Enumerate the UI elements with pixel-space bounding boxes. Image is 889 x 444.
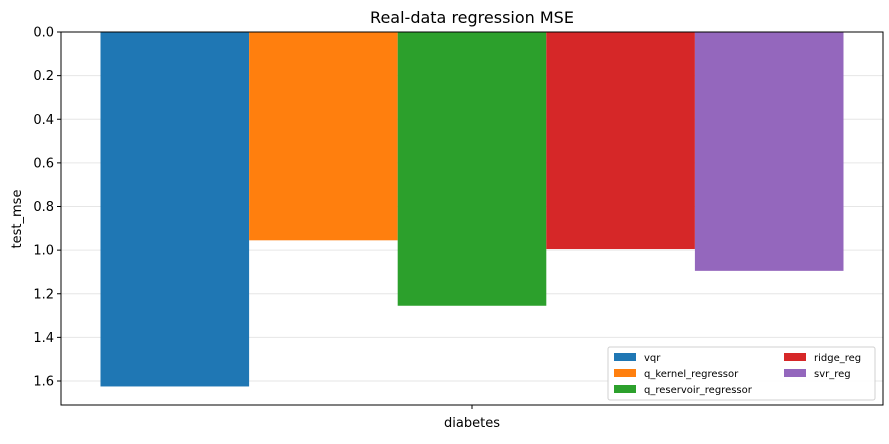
y-tick-label: 1.0 <box>33 244 54 259</box>
x-tick-label: diabetes <box>444 416 500 431</box>
y-axis: 0.0 0.2 0.4 0.6 0.8 1.0 1.2 1.4 1.6 <box>33 26 61 390</box>
legend: vqr q_kernel_regressor q_reservoir_regress… <box>607 346 876 401</box>
legend-swatch <box>614 369 636 377</box>
legend-label: vqr <box>644 353 661 364</box>
legend-label: q_kernel_regressor <box>644 369 739 380</box>
y-tick-label: 0.6 <box>33 156 54 171</box>
y-tick-label: 1.2 <box>33 287 54 302</box>
y-tick-label: 0.4 <box>33 113 54 128</box>
bar-svr-reg <box>694 32 844 271</box>
y-tick-label: 0.0 <box>33 26 54 41</box>
bar-group <box>100 32 844 387</box>
y-tick-label: 0.8 <box>33 200 54 215</box>
bar-q-reservoir-regressor <box>397 32 547 306</box>
legend-swatch <box>784 369 806 377</box>
y-tick-label: 1.6 <box>33 375 54 390</box>
legend-swatch <box>784 353 806 361</box>
legend-label: ridge_reg <box>814 353 861 364</box>
x-axis: diabetes <box>444 405 500 431</box>
bar-vqr <box>100 32 250 387</box>
y-tick-label: 1.4 <box>33 331 54 346</box>
bar-ridge-reg <box>546 32 695 250</box>
y-tick-label: 0.2 <box>33 69 54 84</box>
bar-q-kernel-regressor <box>249 32 398 241</box>
legend-box <box>607 346 876 401</box>
y-axis-label: test_mse <box>10 190 25 249</box>
legend-swatch <box>614 353 636 361</box>
legend-label: svr_reg <box>814 369 851 380</box>
legend-swatch <box>614 385 636 393</box>
legend-label: q_reservoir_regressor <box>644 385 753 396</box>
chart-title: Real-data regression MSE <box>370 8 574 27</box>
